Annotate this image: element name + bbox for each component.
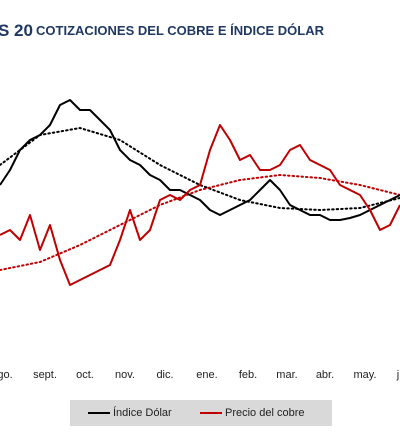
x-tick-label: feb. <box>239 369 257 381</box>
x-tick-label: abr. <box>316 369 334 381</box>
legend-label: Precio del cobre <box>225 407 305 419</box>
x-tick-label: j <box>396 369 399 381</box>
x-tick-label: nov. <box>115 369 135 381</box>
title-prefix: S 20 <box>0 21 33 40</box>
x-tick-label: oct. <box>76 369 94 381</box>
series-line <box>0 124 400 286</box>
chart-title: S 20 COTIZACIONES DEL COBRE E ÍNDICE DÓL… <box>0 21 325 40</box>
x-tick-label: may. <box>353 369 376 381</box>
x-tick-label: go. <box>0 369 13 381</box>
x-tick-label: ene. <box>196 369 217 381</box>
trend-line <box>0 173 400 271</box>
x-tick-label: mar. <box>276 369 297 381</box>
title-text: COTIZACIONES DEL COBRE E ÍNDICE DÓLAR <box>36 23 325 38</box>
trend-line <box>0 126 400 212</box>
x-tick-label: sept. <box>33 369 57 381</box>
series-line <box>0 99 400 221</box>
x-tick-label: dic. <box>156 369 173 381</box>
legend-label: Índice Dólar <box>113 406 172 419</box>
